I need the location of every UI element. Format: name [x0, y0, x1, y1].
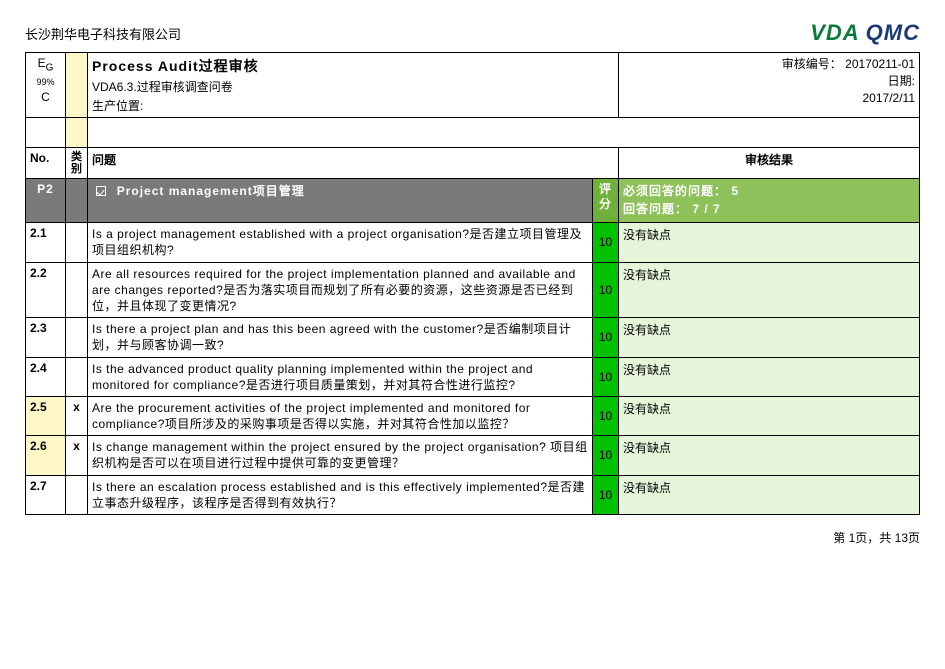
title-row: EG 99% C Process Audit过程审核 VDA6.3.过程审核调查…	[26, 53, 920, 118]
title-sub2: 生产位置:	[92, 97, 614, 114]
question-rows: 2.1 Is a project management established w…	[26, 223, 920, 515]
row-category	[66, 262, 88, 318]
row-result: 没有缺点	[619, 223, 920, 262]
hdr-no: No.	[26, 148, 66, 179]
page-header: 长沙荆华电子科技有限公司 VDA QMC	[25, 20, 920, 46]
row-score: 10	[593, 436, 619, 475]
row-category	[66, 475, 88, 514]
section-summary: 必须回答的问题： 5 回答问题： 7 / 7	[619, 179, 920, 223]
row-question: Is there a project plan and has this bee…	[88, 318, 593, 357]
question-row: 2.4 Is the advanced product quality plann…	[26, 357, 920, 396]
hdr-result: 审核结果	[619, 148, 920, 179]
row-no: 2.7	[26, 475, 66, 514]
row-question: Are all resources required for the proje…	[88, 262, 593, 318]
blank-row	[26, 118, 920, 148]
row-score: 10	[593, 262, 619, 318]
section-title-cell: Project management项目管理	[88, 179, 593, 223]
vda-logo: VDA	[810, 20, 859, 46]
row-score: 10	[593, 357, 619, 396]
summary-l1-val: 5	[731, 184, 739, 198]
row-no: 2.3	[26, 318, 66, 357]
row-result: 没有缺点	[619, 475, 920, 514]
row-result: 没有缺点	[619, 396, 920, 435]
title-sub1: VDA6.3.过程审核调查问卷	[92, 78, 614, 95]
audit-table: EG 99% C Process Audit过程审核 VDA6.3.过程审核调查…	[25, 52, 920, 515]
score-header: 评分	[593, 179, 619, 223]
summary-l2-val: 7 / 7	[692, 202, 720, 216]
question-row: 2.3 Is there a project plan and has this …	[26, 318, 920, 357]
hdr-question: 问题	[88, 148, 619, 179]
blank-yellow	[66, 118, 88, 148]
blank-wide	[88, 118, 920, 148]
audit-no-label: 审核编号：	[782, 57, 842, 71]
row-question: Is there an escalation process establish…	[88, 475, 593, 514]
logo-group: VDA QMC	[810, 20, 920, 46]
question-row: 2.5xAre the procurement activities of th…	[26, 396, 920, 435]
hdr-cat: 类别	[66, 148, 88, 179]
eg-sub: G	[46, 62, 54, 73]
row-no: 2.6	[26, 436, 66, 475]
row-category	[66, 223, 88, 262]
row-result: 没有缺点	[619, 436, 920, 475]
question-row: 2.2 Are all resources required for the pr…	[26, 262, 920, 318]
section-title: Project management项目管理	[117, 184, 305, 198]
meta-cell: 审核编号： 20170211-01 日期: 2017/2/11	[619, 53, 920, 118]
row-question: Is change management within the project …	[88, 436, 593, 475]
audit-no: 20170211-01	[845, 57, 915, 71]
column-headers: No. 类别 问题 审核结果	[26, 148, 920, 179]
page-footer: 第 1页，共 13页	[25, 529, 920, 546]
date-value: 2017/2/11	[863, 91, 916, 105]
row-result: 没有缺点	[619, 262, 920, 318]
question-row: 2.7 Is there an escalation process establ…	[26, 475, 920, 514]
company-name: 长沙荆华电子科技有限公司	[25, 24, 181, 43]
row-question: Is a project management established with…	[88, 223, 593, 262]
title-yellow-spacer	[66, 53, 88, 118]
eg-pct: 99%	[36, 77, 54, 87]
summary-l2-label: 回答问题：	[623, 202, 688, 216]
row-question: Are the procurement activities of the pr…	[88, 396, 593, 435]
row-category	[66, 318, 88, 357]
row-score: 10	[593, 318, 619, 357]
qmc-logo: QMC	[866, 20, 920, 46]
row-result: 没有缺点	[619, 318, 920, 357]
row-category: x	[66, 396, 88, 435]
title-cell: Process Audit过程审核 VDA6.3.过程审核调查问卷 生产位置:	[88, 53, 619, 118]
question-row: 2.6xIs change management within the proj…	[26, 436, 920, 475]
row-no: 2.2	[26, 262, 66, 318]
row-category: x	[66, 436, 88, 475]
checkbox-icon	[96, 186, 106, 196]
row-question: Is the advanced product quality planning…	[88, 357, 593, 396]
row-category	[66, 357, 88, 396]
section-spacer	[66, 179, 88, 223]
section-row: P2 Project management项目管理 评分 必须回答的问题： 5 …	[26, 179, 920, 223]
blank-cell	[26, 118, 66, 148]
question-row: 2.1 Is a project management established w…	[26, 223, 920, 262]
row-no: 2.5	[26, 396, 66, 435]
row-score: 10	[593, 223, 619, 262]
row-no: 2.1	[26, 223, 66, 262]
date-label: 日期:	[888, 74, 915, 88]
row-result: 没有缺点	[619, 357, 920, 396]
section-code: P2	[26, 179, 66, 223]
summary-l1-label: 必须回答的问题：	[623, 184, 727, 198]
eg-cell: EG 99% C	[26, 53, 66, 118]
title-main: Process Audit过程审核	[92, 56, 614, 76]
row-score: 10	[593, 396, 619, 435]
row-no: 2.4	[26, 357, 66, 396]
eg-grade: C	[41, 90, 50, 104]
eg-label: E	[38, 56, 46, 70]
row-score: 10	[593, 475, 619, 514]
